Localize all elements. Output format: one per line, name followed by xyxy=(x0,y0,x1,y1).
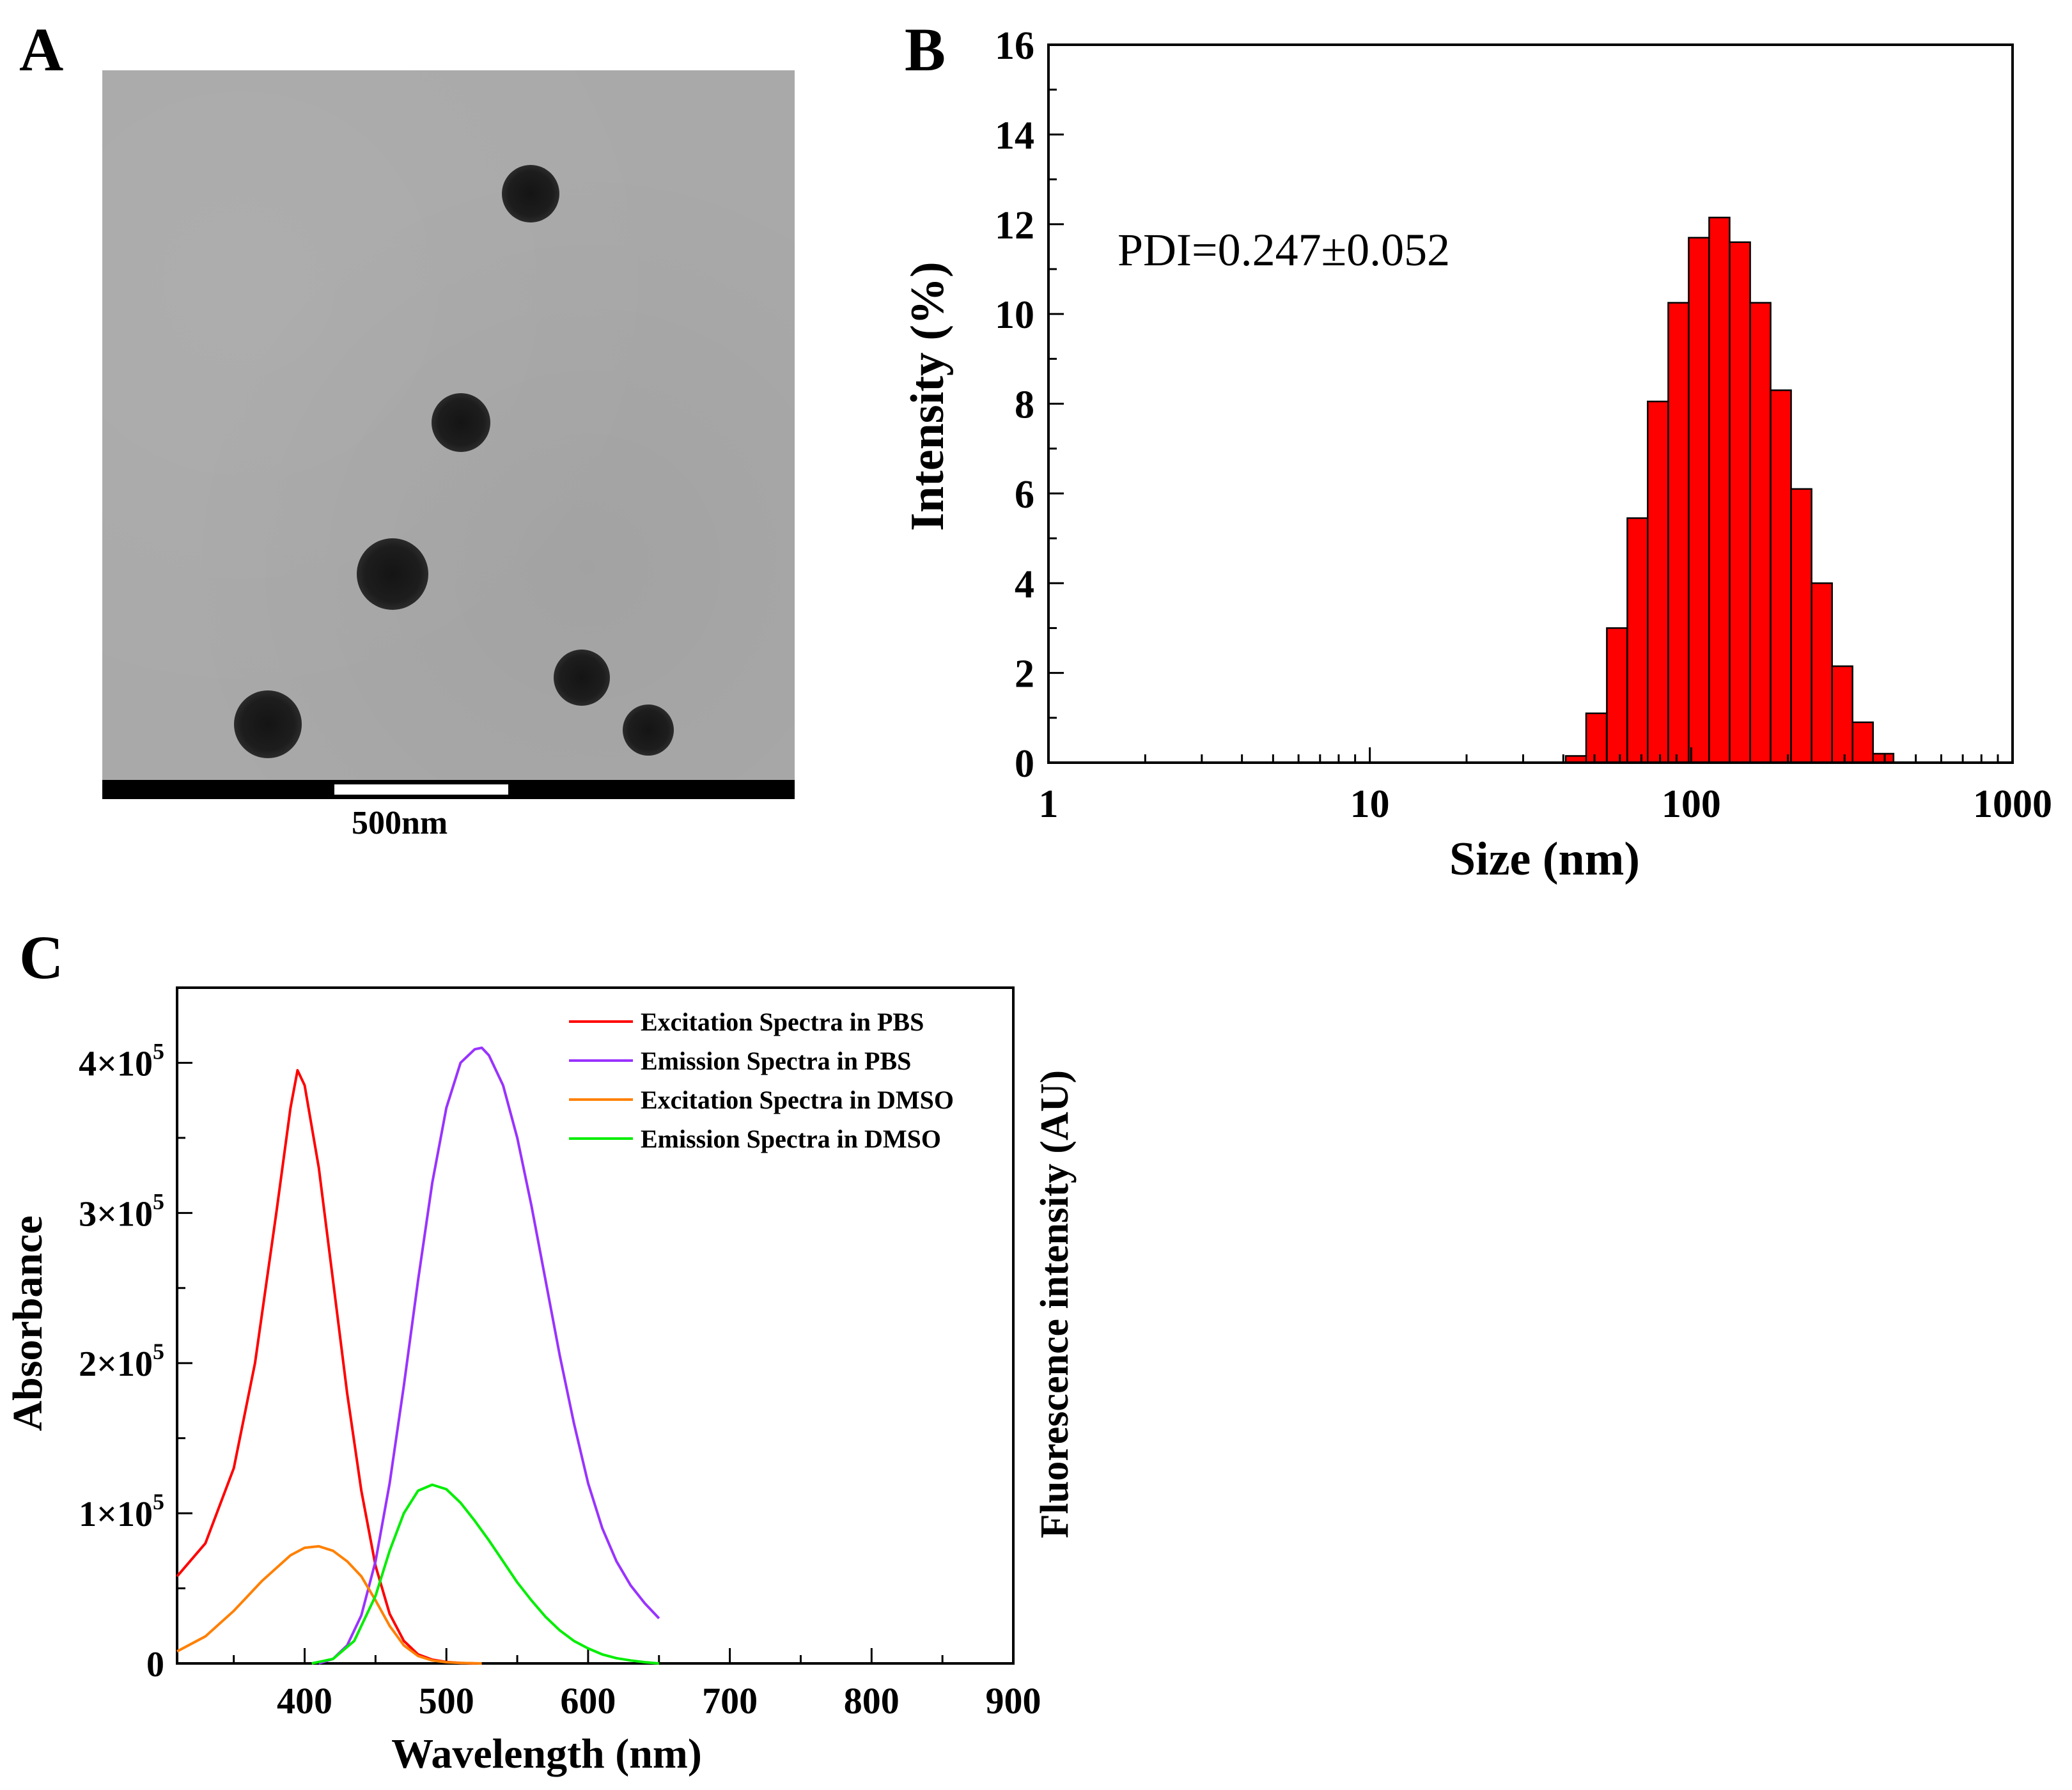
x-tick-label: 400 xyxy=(277,1680,332,1722)
panel-a-label: A xyxy=(19,15,64,84)
series-line xyxy=(318,1047,660,1665)
x-tick-label: 800 xyxy=(844,1680,900,1722)
y-tick-label: 1×105 xyxy=(79,1489,164,1534)
x-tick-label: 700 xyxy=(702,1680,758,1722)
bar xyxy=(1770,389,1792,764)
panel-c-label: C xyxy=(19,923,64,992)
x-tick-label: 1000 xyxy=(1973,782,2052,826)
spectra-chart: 400 500 600 700 800 90001×1052×1053×1054×105 … xyxy=(4,986,1077,1777)
legend-label: Excitation Spectra in DMSO xyxy=(641,1086,954,1114)
bar xyxy=(1688,237,1710,764)
y-axis-title: Intensity (%) xyxy=(901,261,954,531)
bar xyxy=(1606,627,1628,764)
nanoparticle xyxy=(623,704,674,756)
scale-bar xyxy=(102,780,795,799)
bar xyxy=(1647,400,1669,764)
bar xyxy=(1729,241,1751,764)
nanoparticle xyxy=(554,650,610,706)
legend-label: Emission Spectra in DMSO xyxy=(641,1125,941,1153)
x-tick-label: 900 xyxy=(986,1680,1041,1722)
y-tick-label: 14 xyxy=(995,114,1034,157)
x-tick-label: 1 xyxy=(1039,782,1059,826)
nanoparticle xyxy=(502,165,559,222)
bar xyxy=(1790,488,1812,764)
x-axis-title: Wavelength (nm) xyxy=(391,1731,702,1777)
nanoparticle xyxy=(234,690,302,758)
y-tick-label: 6 xyxy=(1015,473,1034,517)
scale-bar-label: 500nm xyxy=(352,805,448,841)
y-tick-label: 16 xyxy=(995,24,1034,68)
bar xyxy=(1851,721,1874,764)
bar xyxy=(1626,517,1649,764)
y-tick-label: 8 xyxy=(1015,384,1034,427)
bar xyxy=(1749,302,1772,764)
bar xyxy=(1872,752,1895,764)
tem-micrograph xyxy=(102,70,795,780)
y-axis-title-right: Fluorescence intensity (AU) xyxy=(1033,1070,1077,1538)
bar xyxy=(1708,216,1731,764)
bar xyxy=(1667,302,1690,764)
bar xyxy=(1585,712,1608,764)
bar xyxy=(1811,582,1833,764)
x-axis-title: Size (nm) xyxy=(1449,833,1640,885)
x-tick-label: 600 xyxy=(560,1680,616,1722)
legend-label: Excitation Spectra in PBS xyxy=(641,1008,924,1036)
y-tick-label: 3×105 xyxy=(79,1188,164,1234)
series-line xyxy=(176,1069,475,1665)
plot-frame xyxy=(176,986,1015,1665)
y-tick-label: 4 xyxy=(1015,563,1034,606)
legend: Excitation Spectra in PBS Emission Spectr… xyxy=(569,1008,954,1153)
nanoparticle xyxy=(432,393,490,452)
plot-frame xyxy=(1047,43,2014,764)
legend-label: Emission Spectra in PBS xyxy=(641,1047,911,1075)
panel-b-label: B xyxy=(905,15,946,84)
pdi-annotation: PDI=0.247±0.052 xyxy=(1118,224,1450,276)
nanoparticle xyxy=(357,538,428,610)
x-tick-label: 100 xyxy=(1662,782,1721,826)
y-tick-label: 12 xyxy=(995,204,1034,247)
bar xyxy=(1831,665,1853,764)
series-line xyxy=(176,1545,482,1665)
series-line xyxy=(311,1483,659,1665)
y-tick-label: 0 xyxy=(146,1645,164,1685)
y-tick-label: 2×105 xyxy=(79,1339,164,1384)
y-tick-label: 2 xyxy=(1015,653,1034,696)
y-tick-label: 10 xyxy=(995,293,1034,337)
y-axis-title-left: Absorbance xyxy=(4,1215,51,1431)
x-tick-label: 10 xyxy=(1350,782,1390,826)
x-tick-label: 500 xyxy=(419,1680,474,1722)
scale-bar-marker xyxy=(334,784,508,795)
y-tick-label: 4×105 xyxy=(79,1038,164,1084)
y-tick-label: 0 xyxy=(1015,742,1034,786)
